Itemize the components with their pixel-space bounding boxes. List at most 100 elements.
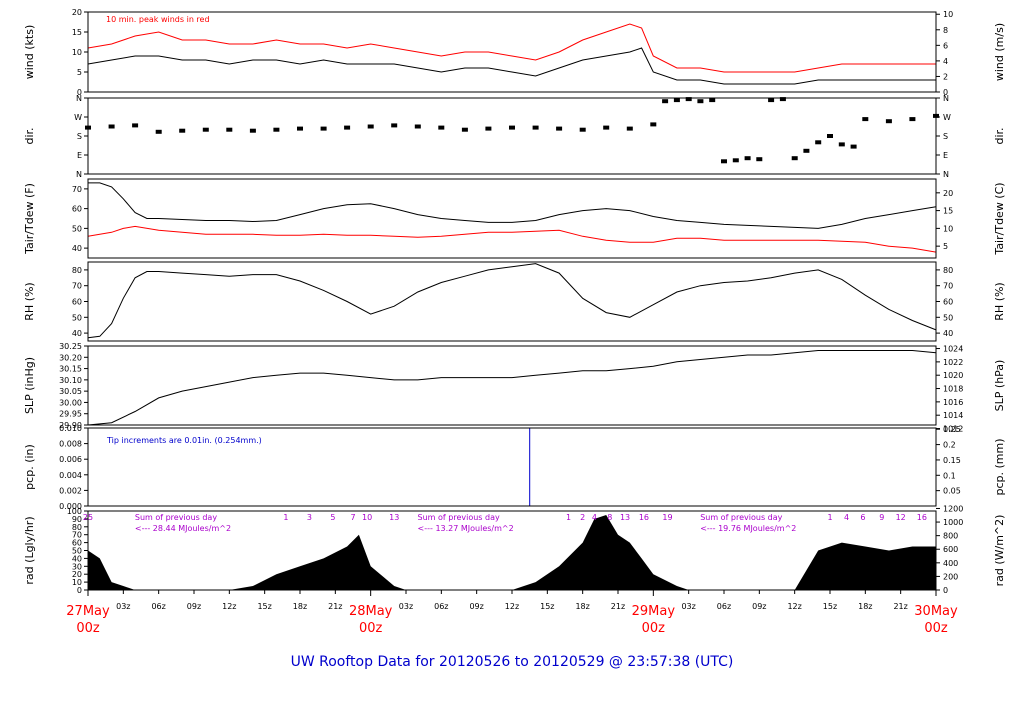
dir-point — [249, 128, 256, 133]
slp-left-tick-label: 30.20 — [59, 353, 82, 362]
rh-series-0 — [87, 263, 937, 339]
x-tick-label: 18z — [293, 602, 307, 611]
dir-point — [626, 126, 633, 131]
rh-frame — [87, 261, 937, 342]
wind-left-tick-label: 5 — [77, 68, 82, 77]
dir-point — [803, 148, 810, 153]
wind-right-tick-label: 4 — [943, 57, 948, 66]
panel-rh: 40 50 60 70 80 40 50 60 70 80 RH (%) RH (%) — [23, 261, 1006, 342]
rad-hour-label: 5 — [330, 513, 335, 522]
rad-right-tick-label: 1000 — [943, 518, 963, 527]
chart-title: UW Rooftop Data for 20120526 to 20120529… — [291, 654, 734, 670]
x-day-time: 00z — [642, 621, 666, 636]
wind-left-tick-label: 0 — [77, 88, 82, 97]
dir-point — [226, 127, 233, 132]
dir-left-tick-label: S — [77, 132, 82, 141]
rad-day-sum-value: <--- 19.76 MJoules/m^2 — [700, 524, 796, 533]
dir-right-tick-label: E — [943, 151, 948, 160]
temp-ylabel-left: Tair/Tdew (F) — [23, 183, 36, 255]
rad-hour-label: 6 — [860, 513, 865, 522]
rad-hour-label: 25 — [83, 513, 93, 522]
wind-right-tick-label: 6 — [943, 41, 948, 50]
wind-ylabel-right: wind (m/s) — [993, 23, 1006, 81]
pcp-left-tick-label: 0.004 — [59, 471, 82, 480]
rad-hour-label: 2 — [580, 513, 585, 522]
rh-left-tick-label: 70 — [72, 282, 82, 291]
temp-left-tick-label: 40 — [72, 244, 82, 253]
rad-hour-label: 4 — [592, 513, 597, 522]
dir-point — [179, 128, 186, 133]
dir-point — [509, 125, 515, 130]
dir-point — [461, 127, 468, 132]
dir-point — [815, 140, 822, 145]
x-tick-label: 18z — [575, 602, 589, 611]
pcp-left-tick-label: 0.008 — [59, 440, 82, 449]
dir-point — [108, 124, 115, 129]
wind-left-tick-label: 15 — [72, 28, 82, 37]
rad-left-tick-label: 80 — [72, 523, 82, 532]
x-tick-label: 06z — [717, 602, 731, 611]
time-axis: 03z 06z 09z 12z 15z 18z 21z 03z 06z 09z 12z 15z 18z 2… — [66, 590, 958, 636]
x-day-time: 00z — [924, 621, 948, 636]
rh-left-tick-label: 80 — [72, 266, 82, 275]
dir-left-tick-label: N — [76, 94, 82, 103]
slp-right-tick-label: 1016 — [943, 398, 963, 407]
dir-point — [532, 125, 539, 130]
rh-ylabel-right: RH (%) — [993, 282, 1006, 320]
dir-point — [155, 129, 162, 134]
x-tick-label: 03z — [116, 602, 130, 611]
rad-right-tick-label: 1200 — [943, 504, 963, 513]
dir-point — [673, 98, 680, 103]
slp-right-tick-label: 1014 — [943, 411, 963, 420]
dir-point — [862, 117, 869, 122]
pcp-left-tick-label: 0.006 — [59, 455, 82, 464]
rad-left-tick-label: 0 — [77, 586, 82, 595]
dir-point — [132, 123, 139, 128]
rad-hour-label: 3 — [307, 513, 312, 522]
rad-day-sum-title: Sum of previous day — [700, 513, 782, 522]
x-tick-label: 03z — [399, 602, 413, 611]
slp-left-tick-label: 30.00 — [59, 398, 82, 407]
wind-series-0 — [87, 47, 936, 85]
x-tick-label: 06z — [434, 602, 448, 611]
rad-left-tick-label: 40 — [72, 554, 82, 563]
x-tick-label: 09z — [187, 602, 201, 611]
rh-left-tick-label: 40 — [72, 329, 82, 338]
dir-point — [438, 125, 445, 130]
rad-right-tick-label: 800 — [943, 532, 958, 541]
pcp-right-tick-label: 0.05 — [943, 487, 961, 496]
temp-right-tick-label: 5 — [943, 242, 948, 251]
rad-left-tick-label: 30 — [72, 562, 82, 571]
x-day-time: 00z — [359, 621, 383, 636]
wind-right-tick-label: 0 — [943, 88, 948, 97]
dir-point — [297, 126, 303, 131]
wind-ylabel-left: wind (kts) — [23, 25, 36, 80]
wind-right-tick-label: 8 — [943, 26, 948, 35]
dir-left-tick-label: W — [74, 113, 82, 122]
rad-right-tick-label: 600 — [943, 545, 958, 554]
dir-point — [662, 99, 669, 104]
dir-point — [885, 119, 892, 124]
rad-hour-label: 13 — [389, 513, 399, 522]
dir-point — [320, 126, 327, 131]
dir-point — [779, 97, 786, 102]
rh-left-tick-label: 60 — [72, 298, 82, 307]
slp-ylabel-right: SLP (hPa) — [993, 360, 1006, 412]
temp-series-0 — [88, 182, 937, 229]
temp-frame — [87, 178, 937, 259]
wind-left-tick-label: 10 — [72, 48, 82, 57]
rad-left-tick-label: 20 — [72, 570, 82, 579]
pcp-left-tick-label: 0.010 — [59, 424, 82, 433]
temp-ylabel-right: Tair/Tdew (C) — [993, 182, 1006, 255]
x-tick-label: 21z — [328, 602, 342, 611]
rad-hour-label: 7 — [350, 513, 355, 522]
pcp-right-tick-label: 0.25 — [943, 425, 961, 434]
temp-right-tick-label: 10 — [943, 224, 953, 233]
slp-right-tick-label: 1022 — [943, 358, 963, 367]
x-tick-label: 15z — [257, 602, 271, 611]
dir-point — [579, 127, 586, 132]
dir-point — [709, 98, 716, 103]
rh-right-tick-label: 70 — [943, 282, 953, 291]
